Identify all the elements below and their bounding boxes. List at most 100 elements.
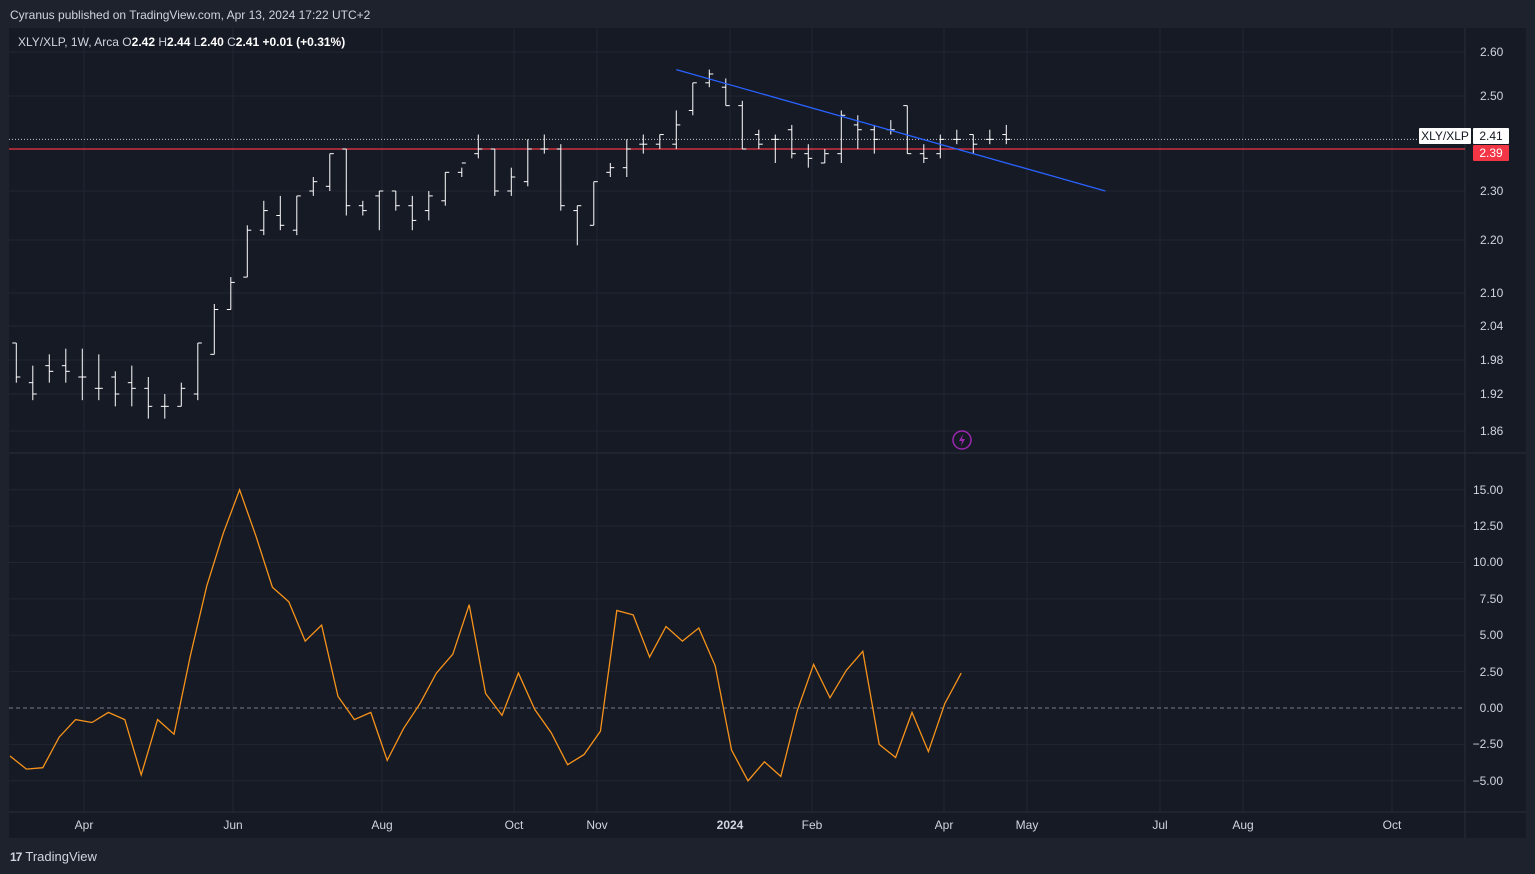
last-price-label: 2.41 [1479,129,1503,143]
ohlc-bar [787,124,796,159]
ohlc-bar [903,105,912,155]
symbol-tag[interactable] [1419,128,1471,144]
last-price-tag[interactable] [1473,128,1509,144]
ohlc-bar [259,200,268,236]
legend-close-value: 2.41 [235,35,260,49]
symbol-tag-label: XLY/XLP [1421,129,1469,143]
time-axis-label: Oct [505,818,524,832]
ohlc-bar [507,167,516,196]
ohlc-bar [490,148,499,196]
ohlc-bar [375,190,384,231]
ohlc-bar [606,163,615,177]
ohlc-bar [738,100,747,150]
oscillator-axis-label: 0.00 [1480,701,1504,715]
ohlc-bar [342,148,351,216]
legend-symbol[interactable]: XLY/XLP, 1W, Arca [18,35,119,49]
legend-open-label: O [122,35,132,49]
ohlc-bar [589,181,598,226]
price-axis-label: 1.98 [1480,353,1504,367]
time-axis-label: May [1016,818,1039,832]
time-axis-label: Oct [1383,818,1402,832]
ohlc-bar [28,365,37,401]
time-axis-label: Apr [935,818,954,832]
ohlc-bar [672,110,681,149]
support-price-tag[interactable] [1473,145,1509,161]
ohlc-bar [474,134,483,159]
ohlc-bar [78,348,87,401]
price-axis-label: 2.04 [1480,319,1504,333]
price-axis-label: 2.30 [1480,184,1504,198]
ohlc-bar [243,225,252,278]
ohlc-bar [226,277,235,310]
ohlc-bar [12,342,21,383]
time-axis-label: Aug [371,818,392,832]
tradingview-logo[interactable]: 17 TradingView [10,849,97,864]
oscillator-axis-label: 7.50 [1480,592,1504,606]
lightning-icon[interactable] [952,430,972,450]
chart-canvas[interactable]: 2.60 2.50 2.30 2.20 2.10 2.04 1.98 1.92 1.86 15.0… [9,28,1526,838]
price-axis-label: 2.60 [1480,45,1504,59]
ohlc-bar [358,200,367,216]
ohlc-bar [837,110,846,163]
time-axis-label: Jun [223,818,242,832]
ohlc-bar [886,120,895,135]
ohlc-bar [952,129,961,145]
oscillator-axis-label: 5.00 [1480,628,1504,642]
legend-close-label: C [227,35,236,49]
brand-name: TradingView [25,849,97,864]
ohlc-bar [804,144,813,168]
legend-low-label: L [193,35,201,49]
ohlc-bar [655,134,664,149]
ohlc-bar [985,129,994,145]
time-axis-label: Apr [75,818,94,832]
trend-line[interactable] [676,68,1106,192]
ohlc-bar [936,134,945,159]
price-axis-label: 2.50 [1480,89,1504,103]
support-price-label: 2.39 [1479,146,1503,160]
oscillator-axis-label: 2.50 [1480,665,1504,679]
ohlc-bar [556,144,565,211]
ohlc-bar [408,195,417,231]
ohlc-bar [639,134,648,154]
time-axis-label: Jul [1152,818,1167,832]
oscillator-line[interactable] [9,487,962,782]
oscillator-axis-label: 10.00 [1473,555,1503,569]
ohlc-bar [1002,124,1011,145]
time-axis-label: Nov [586,818,607,832]
ohlc-bar [523,139,532,187]
ohlc-bar [177,382,186,407]
published-info: Cyranus published on TradingView.com, Ap… [10,8,371,22]
ohlc-bar [45,354,54,383]
legend-low-value: 2.40 [200,35,224,49]
ohlc-bar [193,342,202,401]
ohlc-bar [210,304,219,355]
price-axis-label: 1.92 [1480,387,1504,401]
ohlc-bar [969,134,978,154]
legend-open-value: 2.42 [131,35,155,49]
legend-high-value: 2.44 [167,35,191,49]
price-axis-label: 1.86 [1480,424,1504,438]
tradingview-logo-icon: 17 [10,849,22,864]
ohlc-bar [144,377,153,419]
ohlc-bar [111,371,120,407]
lightning-icon-bolt [959,434,965,446]
legend-change-value: +0.01 (+0.31%) [262,35,346,49]
ohlc-bar [276,195,285,231]
ohlc-bar [820,149,829,164]
chart-area[interactable]: 2.60 2.50 2.30 2.20 2.10 2.04 1.98 1.92 1.86 15.0… [9,28,1526,838]
ohlc-bar [457,162,466,177]
price-axis-label: 2.10 [1480,286,1504,300]
ohlc-bar [919,144,928,163]
ohlc-bar [540,134,549,154]
ohlc-bar [424,191,433,221]
ohlc-bar [441,171,450,206]
time-axis-label: Aug [1232,818,1253,832]
ohlc-bar [127,365,136,407]
header-bar: Cyranus published on TradingView.com, Ap… [0,0,1535,28]
ohlc-bar [292,195,301,236]
footer-bar [0,838,1535,874]
series-legend[interactable]: XLY/XLP, 1W, Arca O2.42 H2.44 L2.40 C2.4… [18,35,345,49]
ohlc-bar [309,177,318,196]
ohlc-bar [325,153,334,191]
ohlc-bar [573,205,582,246]
